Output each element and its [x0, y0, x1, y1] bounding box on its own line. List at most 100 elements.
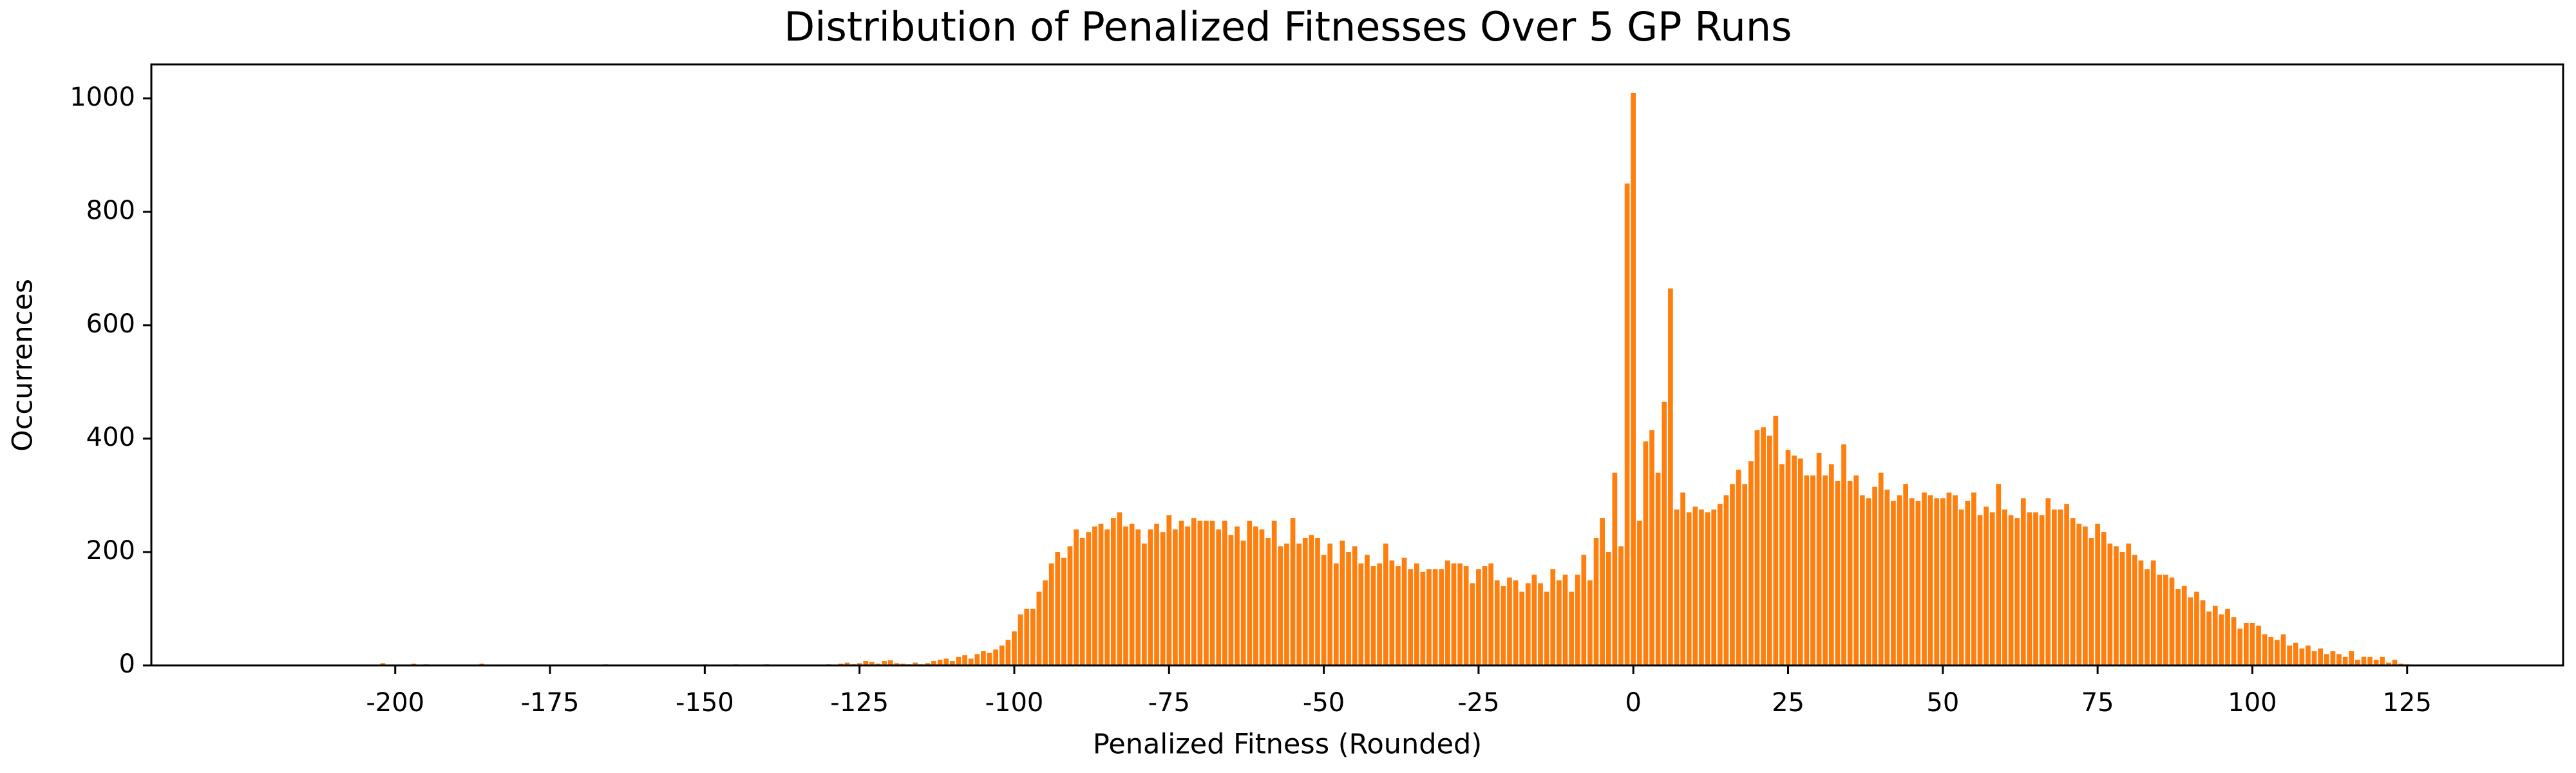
bar [1507, 577, 1512, 665]
bar [2342, 656, 2348, 665]
bar [2330, 651, 2336, 665]
bar [1129, 523, 1135, 665]
bar [1575, 575, 1580, 665]
bar [2150, 560, 2156, 665]
bar [1940, 498, 1946, 665]
bar [1909, 498, 1915, 665]
bar [1377, 563, 1382, 665]
bar [1148, 529, 1153, 665]
bar [2083, 526, 2088, 665]
bar [1204, 520, 1209, 665]
bar [1593, 537, 1599, 665]
bar [987, 653, 992, 665]
bar [2076, 523, 2082, 665]
bar [1179, 520, 1184, 665]
bar [1197, 520, 1203, 665]
bar [1451, 563, 1457, 665]
y-axis-label: Occurrences [7, 279, 39, 452]
bar [1866, 498, 1871, 665]
bar [1383, 543, 1388, 665]
bar [1903, 484, 1909, 665]
bar [1841, 444, 1846, 665]
bar [1835, 481, 1841, 665]
x-tick-label: -50 [1303, 688, 1345, 718]
plot-frame [150, 63, 2564, 667]
bar [380, 663, 386, 665]
bar [1098, 523, 1104, 665]
bar [1804, 475, 1810, 665]
bar [1624, 183, 1630, 666]
bar [857, 663, 862, 665]
bar [1271, 520, 1277, 665]
bar [1773, 415, 1779, 665]
bar [937, 660, 943, 665]
bar [2231, 617, 2237, 665]
bar [1154, 523, 1159, 665]
bar [1079, 537, 1085, 665]
bar [1278, 546, 1283, 665]
bar [2275, 640, 2280, 665]
bar [2324, 654, 2329, 665]
bar [1761, 427, 1766, 665]
bar [1742, 484, 1748, 665]
bar [1557, 580, 1562, 665]
bar [1067, 546, 1073, 665]
bar [1525, 583, 1531, 665]
bar [1494, 580, 1500, 665]
bar [913, 662, 918, 665]
bar [1989, 512, 1995, 665]
bar [1636, 520, 1642, 665]
bar [882, 660, 887, 665]
x-tick-label: -75 [1148, 688, 1190, 718]
y-tick-label: 600 [86, 309, 135, 339]
y-tick-label: 200 [86, 536, 135, 566]
bar [1823, 475, 1828, 665]
bar [1717, 504, 1723, 665]
x-tick-label: -150 [676, 688, 734, 718]
bar [1141, 543, 1147, 665]
bar [1074, 529, 1079, 665]
bar [2373, 660, 2379, 665]
bar [887, 660, 893, 665]
bar [2014, 518, 2020, 665]
bar [1600, 518, 1605, 665]
bar [1488, 563, 1493, 665]
bar [2114, 546, 2119, 665]
bar [1247, 520, 1253, 665]
bar [1024, 608, 1030, 665]
bar [1309, 535, 1314, 665]
bar [950, 660, 955, 665]
bar [2163, 575, 2168, 665]
bar [2262, 634, 2268, 665]
x-tick-label: 125 [2383, 688, 2432, 718]
bar [943, 658, 949, 665]
bar [1420, 571, 1426, 665]
x-tick-label: -200 [366, 688, 424, 718]
bar [993, 649, 998, 665]
x-axis-label: Penalized Fitness (Rounded) [1093, 729, 1482, 761]
bar [1810, 475, 1815, 665]
bar [981, 651, 986, 665]
bar [1544, 591, 1549, 665]
bar [2380, 656, 2385, 665]
bar [1408, 569, 1414, 665]
bar [2002, 509, 2007, 665]
bar [1618, 546, 1624, 665]
bar [2268, 636, 2274, 665]
bar [2181, 586, 2187, 665]
bar [1785, 450, 1791, 665]
bar [1389, 560, 1395, 665]
bar [1953, 495, 1958, 665]
bar [1605, 551, 1611, 665]
bar [1872, 486, 1877, 665]
bar [1036, 591, 1042, 665]
bar [1971, 492, 1976, 665]
bar [1748, 461, 1754, 665]
bar [1730, 484, 1735, 665]
x-tick-label: -25 [1457, 688, 1499, 718]
bar [1290, 518, 1296, 665]
bar [1662, 401, 1667, 665]
bar [1110, 518, 1116, 665]
bar [1048, 563, 1054, 665]
